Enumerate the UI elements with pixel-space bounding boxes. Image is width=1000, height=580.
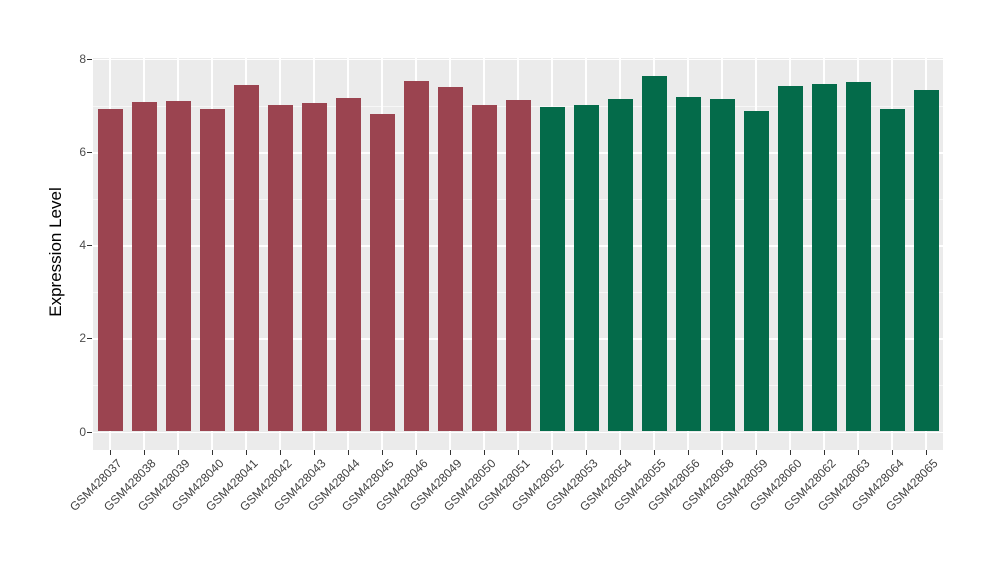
bar-GSM428060: [777, 85, 803, 432]
x-tick-mark: [212, 450, 213, 455]
bar-GSM428046: [403, 80, 429, 432]
bar-GSM428062: [811, 83, 837, 432]
bar-GSM428054: [607, 99, 633, 432]
bar-GSM428051: [505, 100, 531, 432]
x-tick-mark: [280, 450, 281, 455]
bar-GSM428053: [573, 104, 599, 432]
y-tick-mark: [87, 59, 92, 61]
x-tick-mark: [314, 450, 315, 455]
bar-GSM428041: [233, 84, 259, 432]
y-tick-mark: [87, 431, 92, 433]
x-tick-mark: [892, 450, 893, 455]
bar-GSM428049: [437, 87, 463, 432]
bar-GSM428064: [879, 108, 905, 432]
x-tick-mark: [416, 450, 417, 455]
y-tick-mark: [87, 245, 92, 247]
bar-GSM428058: [709, 99, 735, 432]
y-axis-title: Expression Level: [46, 187, 65, 317]
plot-panel: [93, 58, 943, 450]
x-tick-mark: [484, 450, 485, 455]
bar-GSM428059: [743, 110, 769, 432]
x-tick-mark: [824, 450, 825, 455]
x-tick-mark: [144, 450, 145, 455]
bar-GSM428045: [369, 114, 395, 432]
x-tick-mark: [518, 450, 519, 455]
x-tick-mark: [722, 450, 723, 455]
y-tick-label: 2: [79, 331, 86, 346]
y-tick-mark: [87, 338, 92, 340]
x-tick-mark: [620, 450, 621, 455]
bar-GSM428037: [97, 108, 123, 432]
x-tick-mark: [858, 450, 859, 455]
x-tick-mark: [790, 450, 791, 455]
x-tick-mark: [348, 450, 349, 455]
bar-GSM428044: [335, 97, 361, 432]
x-tick-mark: [586, 450, 587, 455]
x-tick-mark: [926, 450, 927, 455]
y-tick-label: 8: [79, 52, 86, 67]
y-tick-label: 4: [79, 238, 86, 253]
bar-GSM428042: [267, 105, 293, 432]
x-tick-mark: [552, 450, 553, 455]
x-tick-mark: [246, 450, 247, 455]
x-tick-mark: [688, 450, 689, 455]
x-tick-mark: [756, 450, 757, 455]
bar-GSM428050: [471, 105, 497, 432]
bar-GSM428055: [641, 75, 667, 432]
x-tick-mark: [450, 450, 451, 455]
bar-GSM428040: [199, 108, 225, 432]
bar-GSM428038: [131, 101, 157, 432]
y-tick-label: 6: [79, 145, 86, 160]
y-tick-mark: [87, 152, 92, 154]
x-tick-mark: [110, 450, 111, 455]
bar-GSM428056: [675, 97, 701, 432]
bar-GSM428043: [301, 103, 327, 432]
bar-GSM428052: [539, 106, 565, 432]
x-tick-mark: [654, 450, 655, 455]
y-tick-label: 0: [79, 424, 86, 439]
x-tick-mark: [178, 450, 179, 455]
bar-GSM428063: [845, 81, 871, 432]
bar-GSM428065: [913, 89, 939, 432]
x-tick-mark: [382, 450, 383, 455]
bar-GSM428039: [165, 100, 191, 432]
